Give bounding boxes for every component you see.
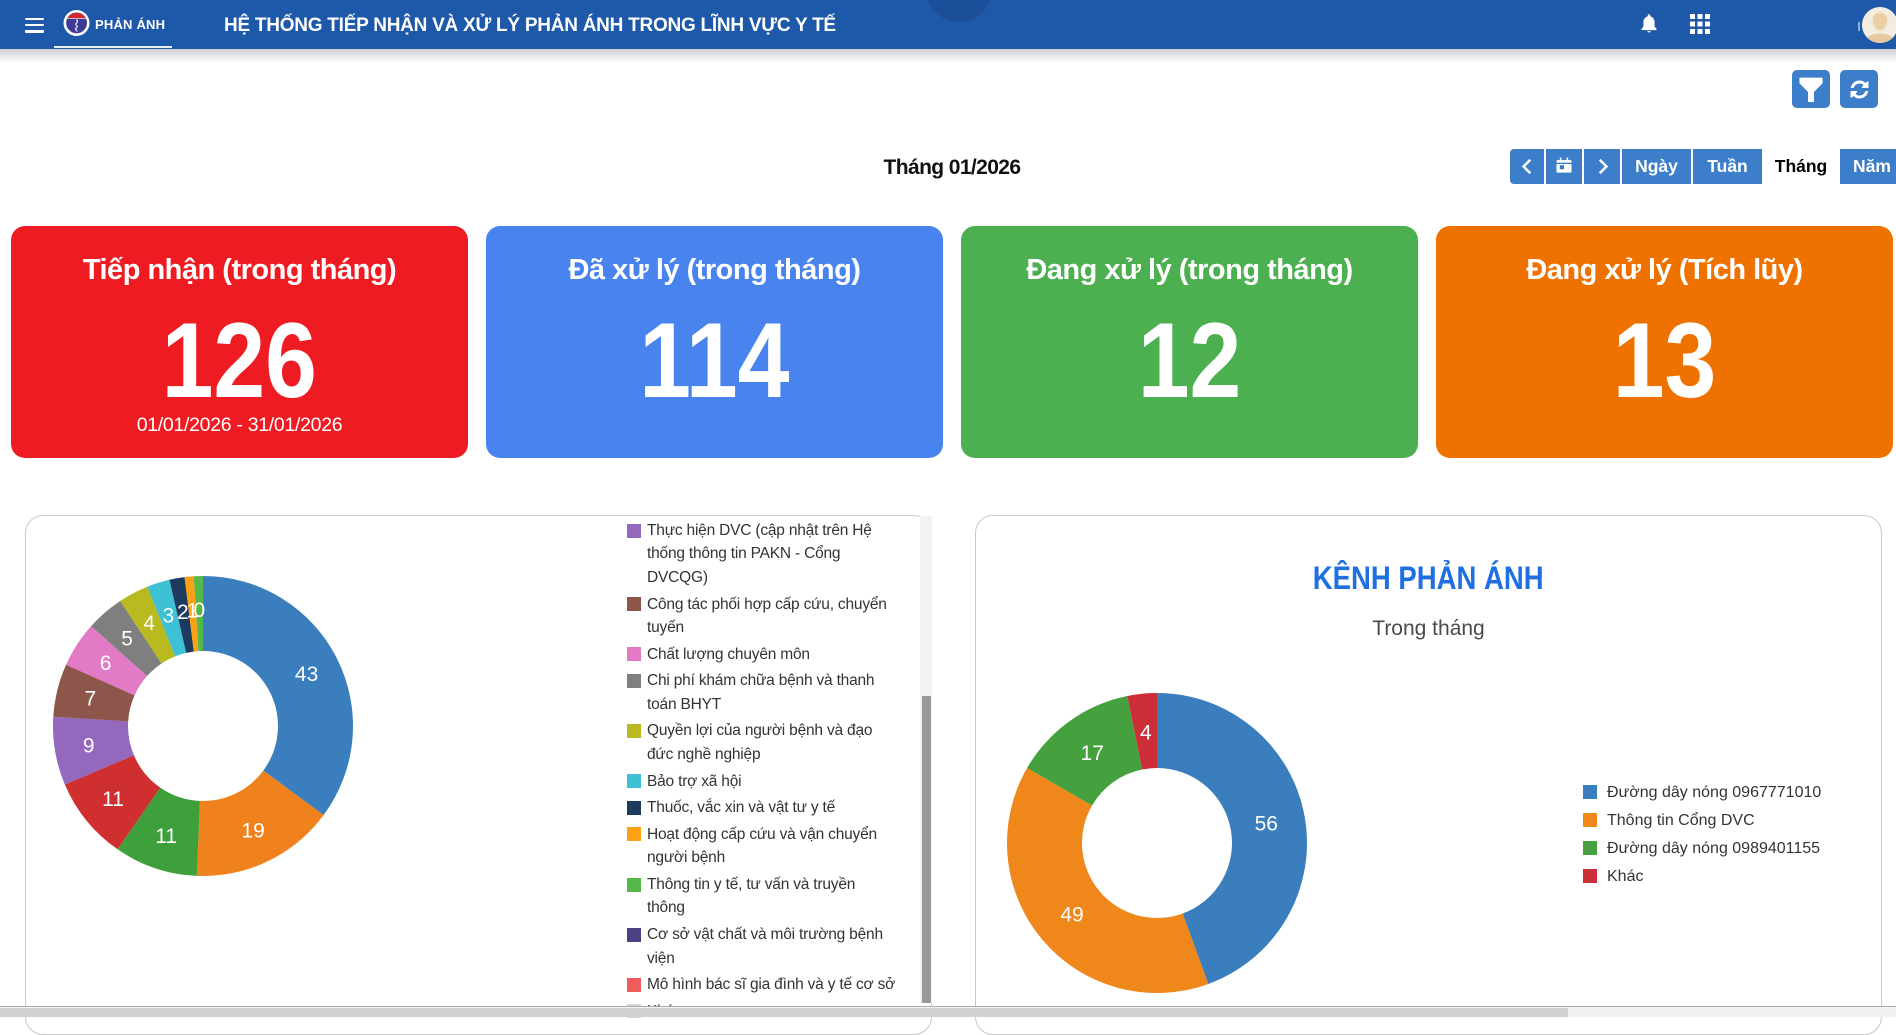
svg-text:3: 3 bbox=[163, 604, 175, 627]
svg-text:1: 1 bbox=[186, 600, 198, 623]
svg-text:56: 56 bbox=[1255, 813, 1278, 836]
svg-text:5: 5 bbox=[121, 627, 133, 650]
svg-text:11: 11 bbox=[155, 825, 177, 848]
svg-text:0: 0 bbox=[194, 599, 206, 622]
svg-text:4: 4 bbox=[1140, 722, 1152, 745]
svg-text:19: 19 bbox=[241, 820, 264, 843]
svg-text:17: 17 bbox=[1081, 742, 1104, 765]
svg-text:2: 2 bbox=[177, 601, 189, 624]
svg-text:49: 49 bbox=[1060, 903, 1083, 926]
svg-text:6: 6 bbox=[100, 652, 112, 675]
svg-text:43: 43 bbox=[295, 663, 318, 686]
svg-text:4: 4 bbox=[143, 612, 155, 635]
svg-text:7: 7 bbox=[85, 687, 97, 710]
svg-text:11: 11 bbox=[102, 788, 124, 811]
svg-text:9: 9 bbox=[83, 735, 95, 758]
